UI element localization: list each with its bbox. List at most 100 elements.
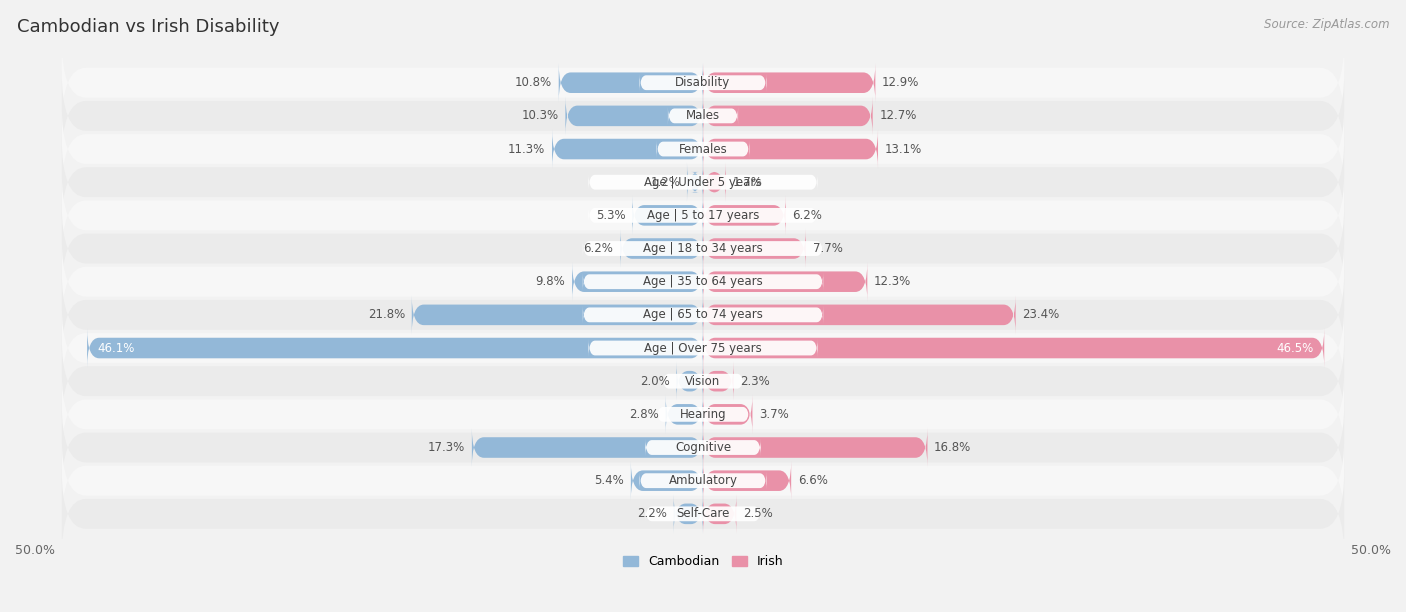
Text: 2.2%: 2.2% xyxy=(637,507,666,520)
FancyBboxPatch shape xyxy=(558,63,703,102)
FancyBboxPatch shape xyxy=(645,505,761,523)
Text: 2.5%: 2.5% xyxy=(744,507,773,520)
Text: Age | 65 to 74 years: Age | 65 to 74 years xyxy=(643,308,763,321)
Text: Males: Males xyxy=(686,110,720,122)
Text: 11.3%: 11.3% xyxy=(508,143,546,155)
Text: Ambulatory: Ambulatory xyxy=(668,474,738,487)
Text: Age | Under 5 years: Age | Under 5 years xyxy=(644,176,762,188)
Text: 16.8%: 16.8% xyxy=(934,441,972,454)
FancyBboxPatch shape xyxy=(589,339,817,357)
Text: Females: Females xyxy=(679,143,727,155)
Text: Age | Over 75 years: Age | Over 75 years xyxy=(644,341,762,354)
FancyBboxPatch shape xyxy=(62,370,1344,459)
Text: 23.4%: 23.4% xyxy=(1022,308,1060,321)
FancyBboxPatch shape xyxy=(62,469,1344,559)
Text: 46.5%: 46.5% xyxy=(1277,341,1313,354)
Legend: Cambodian, Irish: Cambodian, Irish xyxy=(617,550,789,573)
Text: Age | 18 to 34 years: Age | 18 to 34 years xyxy=(643,242,763,255)
FancyBboxPatch shape xyxy=(582,239,824,258)
FancyBboxPatch shape xyxy=(665,395,703,434)
FancyBboxPatch shape xyxy=(640,73,766,92)
FancyBboxPatch shape xyxy=(62,104,1344,194)
FancyBboxPatch shape xyxy=(412,296,703,334)
Text: 10.8%: 10.8% xyxy=(515,76,553,89)
FancyBboxPatch shape xyxy=(62,304,1344,393)
Text: 5.4%: 5.4% xyxy=(595,474,624,487)
FancyBboxPatch shape xyxy=(657,405,749,424)
FancyBboxPatch shape xyxy=(62,171,1344,260)
Text: 3.7%: 3.7% xyxy=(759,408,789,421)
Text: 2.8%: 2.8% xyxy=(628,408,659,421)
FancyBboxPatch shape xyxy=(62,138,1344,227)
FancyBboxPatch shape xyxy=(640,471,766,490)
FancyBboxPatch shape xyxy=(62,204,1344,293)
FancyBboxPatch shape xyxy=(87,329,703,368)
FancyBboxPatch shape xyxy=(589,206,817,225)
FancyBboxPatch shape xyxy=(703,494,737,534)
Text: 13.1%: 13.1% xyxy=(884,143,922,155)
Text: 2.0%: 2.0% xyxy=(640,375,669,387)
Text: Disability: Disability xyxy=(675,76,731,89)
FancyBboxPatch shape xyxy=(620,229,703,268)
FancyBboxPatch shape xyxy=(631,461,703,500)
FancyBboxPatch shape xyxy=(662,372,744,390)
Text: 1.2%: 1.2% xyxy=(651,176,681,188)
FancyBboxPatch shape xyxy=(582,305,824,324)
FancyBboxPatch shape xyxy=(633,196,703,235)
FancyBboxPatch shape xyxy=(703,96,873,135)
Text: 46.1%: 46.1% xyxy=(98,341,135,354)
Text: 6.2%: 6.2% xyxy=(583,242,613,255)
Text: 1.7%: 1.7% xyxy=(733,176,762,188)
FancyBboxPatch shape xyxy=(703,428,928,467)
FancyBboxPatch shape xyxy=(553,130,703,169)
Text: 6.6%: 6.6% xyxy=(797,474,828,487)
FancyBboxPatch shape xyxy=(703,163,725,202)
FancyBboxPatch shape xyxy=(62,403,1344,492)
FancyBboxPatch shape xyxy=(703,130,877,169)
FancyBboxPatch shape xyxy=(676,362,703,401)
Text: Age | 35 to 64 years: Age | 35 to 64 years xyxy=(643,275,763,288)
Text: 7.7%: 7.7% xyxy=(813,242,842,255)
FancyBboxPatch shape xyxy=(703,63,876,102)
Text: 12.7%: 12.7% xyxy=(879,110,917,122)
Text: Hearing: Hearing xyxy=(679,408,727,421)
FancyBboxPatch shape xyxy=(62,71,1344,160)
FancyBboxPatch shape xyxy=(572,262,703,301)
FancyBboxPatch shape xyxy=(703,461,792,500)
Text: Cognitive: Cognitive xyxy=(675,441,731,454)
FancyBboxPatch shape xyxy=(688,163,703,202)
FancyBboxPatch shape xyxy=(703,196,786,235)
FancyBboxPatch shape xyxy=(62,237,1344,326)
FancyBboxPatch shape xyxy=(703,296,1015,334)
FancyBboxPatch shape xyxy=(589,173,817,192)
FancyBboxPatch shape xyxy=(472,428,703,467)
Text: 21.8%: 21.8% xyxy=(368,308,405,321)
FancyBboxPatch shape xyxy=(62,337,1344,426)
FancyBboxPatch shape xyxy=(703,229,806,268)
Text: 17.3%: 17.3% xyxy=(427,441,465,454)
Text: Age | 5 to 17 years: Age | 5 to 17 years xyxy=(647,209,759,222)
Text: Cambodian vs Irish Disability: Cambodian vs Irish Disability xyxy=(17,18,280,36)
Text: Self-Care: Self-Care xyxy=(676,507,730,520)
Text: 12.3%: 12.3% xyxy=(875,275,911,288)
Text: 12.9%: 12.9% xyxy=(882,76,920,89)
FancyBboxPatch shape xyxy=(657,140,749,159)
FancyBboxPatch shape xyxy=(668,106,738,125)
FancyBboxPatch shape xyxy=(703,262,868,301)
FancyBboxPatch shape xyxy=(645,438,761,457)
FancyBboxPatch shape xyxy=(565,96,703,135)
FancyBboxPatch shape xyxy=(62,270,1344,360)
Text: 10.3%: 10.3% xyxy=(522,110,558,122)
FancyBboxPatch shape xyxy=(703,329,1324,368)
FancyBboxPatch shape xyxy=(673,494,703,534)
Text: 6.2%: 6.2% xyxy=(793,209,823,222)
FancyBboxPatch shape xyxy=(62,436,1344,526)
Text: Vision: Vision xyxy=(685,375,721,387)
Text: 5.3%: 5.3% xyxy=(596,209,626,222)
Text: 9.8%: 9.8% xyxy=(536,275,565,288)
Text: 2.3%: 2.3% xyxy=(741,375,770,387)
FancyBboxPatch shape xyxy=(703,362,734,401)
FancyBboxPatch shape xyxy=(62,38,1344,127)
FancyBboxPatch shape xyxy=(703,395,752,434)
FancyBboxPatch shape xyxy=(582,272,824,291)
